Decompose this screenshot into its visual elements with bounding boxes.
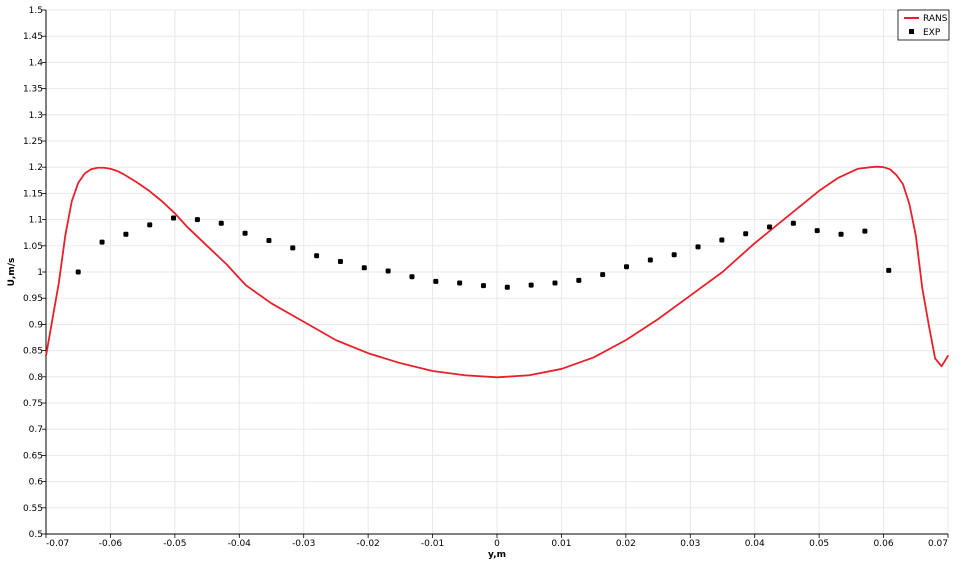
data-point-exp [504, 284, 510, 290]
y-tick-label: 0.8 [29, 373, 44, 383]
y-tick-label: 0.85 [23, 347, 43, 357]
y-tick-label: 1.4 [29, 58, 44, 68]
x-tick-label: -0.04 [228, 539, 252, 549]
axes: -0.07 -0.06 -0.05 -0.04 -0.03 -0.02 -0.01 0 0.01… [23, 6, 949, 549]
data-point-exp [600, 272, 606, 278]
data-point-exp [433, 278, 439, 284]
x-tick-label: 0.07 [928, 539, 948, 549]
x-tick-label: 0.04 [745, 539, 765, 549]
y-tick-label: 0.9 [29, 320, 44, 330]
legend-swatch-exp [909, 29, 914, 34]
data-point-exp [266, 238, 272, 244]
data-point-exp [99, 239, 105, 245]
data-point-exp [838, 231, 844, 237]
series [45, 165, 949, 379]
data-point-exp [790, 220, 796, 226]
y-tick-label: 0.75 [23, 399, 43, 409]
y-tick-label: 0.7 [29, 425, 43, 435]
y-tick-label: 1.2 [29, 163, 43, 173]
data-point-exp [337, 259, 343, 265]
y-axis-label: U,m/s [7, 258, 17, 287]
data-point-exp [171, 215, 177, 221]
x-tick-label: -0.02 [356, 539, 379, 549]
data-point-exp [385, 268, 391, 274]
y-tick-label: 0.55 [23, 504, 43, 514]
x-tick-label: -0.07 [46, 539, 69, 549]
data-point-exp [361, 265, 367, 271]
data-point-exp [480, 283, 486, 289]
y-tick-label: 0.6 [29, 478, 44, 488]
data-point-exp [290, 245, 296, 251]
y-tick-label: 0.5 [29, 530, 43, 540]
data-point-exp [552, 280, 558, 286]
y-tick-label: 1.5 [29, 6, 43, 16]
legend-label-exp: EXP [923, 28, 941, 38]
data-point-exp [886, 267, 892, 273]
x-tick-label: -0.03 [292, 539, 315, 549]
x-tick-label: 0.06 [874, 539, 894, 549]
data-point-exp [814, 228, 820, 234]
x-tick-label: -0.01 [421, 539, 444, 549]
data-point-exp [624, 264, 629, 270]
x-tick-label: 0.01 [551, 539, 571, 549]
y-tick-label: 1.15 [23, 189, 43, 199]
data-point-exp [147, 222, 153, 228]
y-tick-label: 1.25 [23, 137, 43, 147]
data-point-exp [647, 257, 653, 263]
y-tick-label: 1.45 [23, 32, 43, 42]
grid [45, 9, 949, 535]
y-tick-label: 1.1 [29, 216, 43, 226]
data-point-exp [75, 269, 81, 275]
data-point-exp [457, 280, 463, 286]
y-tick-label: 1 [37, 268, 43, 278]
data-point-exp [314, 253, 320, 259]
legend-box [897, 9, 950, 41]
x-tick-label: -0.05 [163, 539, 186, 549]
x-tick-label: 0.05 [809, 539, 829, 549]
y-tick-label: 1.05 [23, 242, 43, 252]
data-point-exp [218, 220, 224, 226]
data-point-exp [671, 252, 677, 258]
data-point-exp [743, 231, 749, 237]
x-tick-label: 0.02 [616, 539, 636, 549]
x-axis-label: y,m [488, 550, 506, 560]
data-point-exp [695, 244, 701, 250]
data-point-exp [528, 282, 534, 288]
y-tick-label: 1.3 [29, 111, 43, 121]
data-point-exp [123, 231, 129, 237]
x-tick-label: 0 [494, 539, 500, 549]
y-tick-label: 0.65 [23, 451, 43, 461]
legend: RANS EXP [897, 9, 950, 41]
y-tick-label: 0.95 [23, 294, 43, 304]
y-tick-label: 1.35 [23, 85, 43, 95]
data-point-exp [242, 230, 248, 236]
data-point-exp [862, 228, 868, 234]
x-tick-label: -0.06 [99, 539, 123, 549]
x-tick-label: 0.03 [680, 539, 700, 549]
legend-label-rans: RANS [923, 14, 948, 24]
data-point-exp [719, 237, 725, 243]
series-line-rans [45, 165, 949, 379]
data-point-exp [409, 274, 415, 280]
data-point-exp [576, 277, 582, 283]
data-point-exp [767, 224, 773, 230]
data-point-exp [194, 217, 200, 223]
